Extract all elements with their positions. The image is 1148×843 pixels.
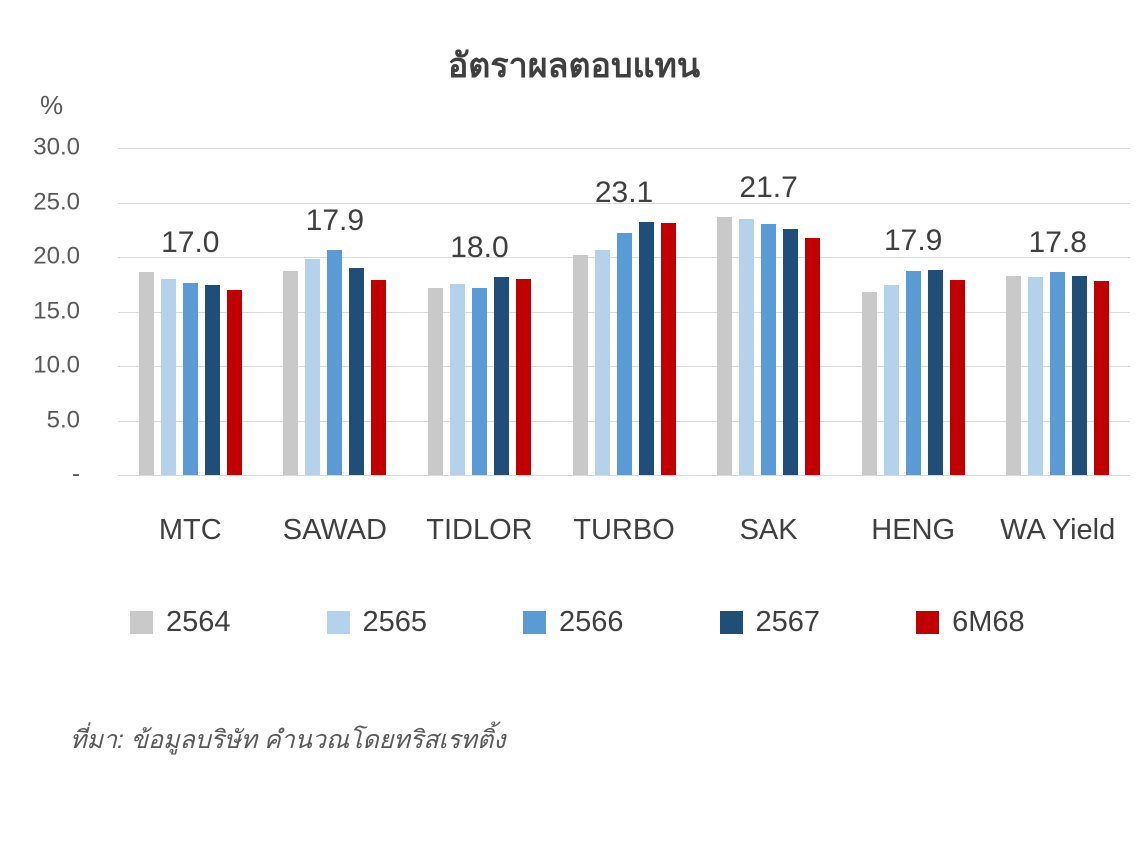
y-tick-label: 30.0 <box>33 133 80 161</box>
category-slot-turbo: 23.1 <box>552 148 697 475</box>
x-category-label-sawad: SAWAD <box>282 514 387 546</box>
data-label-sak: 21.7 <box>739 170 798 204</box>
bar-group-turbo: 23.1 <box>572 148 676 475</box>
legend-item-2565: 2565 <box>326 606 428 639</box>
bar-2565-turbo <box>594 250 610 475</box>
bar-2567-mtc <box>204 285 220 475</box>
bar-2565-mtc <box>160 278 176 475</box>
bar-2564-sak <box>717 216 733 475</box>
legend: 2564 2565 2566 2567 6M68 <box>130 606 1025 639</box>
bar-2566-sak <box>761 224 777 475</box>
x-axis: MTC SAWAD TIDLOR TURBO SAK HENG WA Yield <box>118 514 1130 547</box>
data-label-tidlor: 18.0 <box>450 230 509 264</box>
legend-swatch-2565 <box>326 611 350 634</box>
category-slot-mtc: 17.0 <box>118 148 263 475</box>
bar-6m68-wa-yield <box>1094 280 1110 475</box>
x-category-label-mtc: MTC <box>158 514 222 546</box>
bar-2567-tidlor <box>493 276 509 475</box>
bar-2565-sawad <box>305 259 321 475</box>
plot-area: 17.0 17.9 18.0 23.1 21.7 17.9 17.8 <box>118 148 1130 476</box>
gridline <box>118 202 1130 204</box>
legend-item-2566: 2566 <box>523 606 624 639</box>
x-category-label-wa-yield: WA Yield <box>1000 514 1116 546</box>
legend-label-2564: 2564 <box>166 606 231 638</box>
x-category-label-heng: HENG <box>871 514 956 546</box>
legend-item-2564: 2564 <box>130 606 231 639</box>
bar-6m68-turbo <box>660 223 676 475</box>
x-category-label-turbo: TURBO <box>573 514 675 546</box>
bar-6m68-heng <box>949 279 965 475</box>
category-slot-sak: 21.7 <box>696 148 841 475</box>
y-axis: 30.0 25.0 20.0 15.0 10.0 5.0 - <box>0 133 80 487</box>
bar-2567-sawad <box>349 267 365 475</box>
x-category-label-sak: SAK <box>739 514 798 546</box>
category-slot-heng: 17.9 <box>841 148 986 475</box>
bar-2566-wa-yield <box>1050 272 1066 475</box>
x-category-label-tidlor: TIDLOR <box>426 514 533 546</box>
legend-swatch-6m68 <box>916 611 940 634</box>
bar-2565-sak <box>739 218 755 475</box>
data-label-mtc: 17.0 <box>161 226 220 260</box>
bar-2564-wa-yield <box>1006 275 1022 475</box>
bar-2566-heng <box>905 271 921 475</box>
legend-item-2567: 2567 <box>719 606 821 639</box>
bar-6m68-sawad <box>371 279 387 475</box>
bar-6m68-tidlor <box>515 278 531 475</box>
bar-2564-sawad <box>283 271 299 475</box>
category-slot-sawad: 17.9 <box>263 148 408 475</box>
data-label-wa-yield: 17.8 <box>1028 226 1087 260</box>
bar-2564-tidlor <box>427 287 443 475</box>
legend-label-6m68: 6M68 <box>952 606 1025 638</box>
bar-2566-tidlor <box>471 287 487 475</box>
chart-title: อัตราผลตอบแทน <box>447 47 701 85</box>
gridline <box>118 475 1130 476</box>
legend-swatch-2564 <box>130 611 153 634</box>
bar-6m68-sak <box>805 238 821 475</box>
bar-group-heng: 17.9 <box>861 148 965 475</box>
bar-2567-wa-yield <box>1072 275 1088 475</box>
bar-2567-turbo <box>638 222 654 475</box>
source-note: ที่มา: ข้อมูลบริษัท คำนวณโดยทริสเรทติ้ง <box>70 726 506 754</box>
bar-groups: 17.0 17.9 18.0 23.1 21.7 17.9 17.8 <box>118 148 1130 475</box>
data-label-heng: 17.9 <box>883 224 943 258</box>
bar-group-wa-yield: 17.8 <box>1006 148 1110 475</box>
bar-2564-mtc <box>138 272 154 475</box>
bar-group-sawad: 17.9 <box>283 148 387 475</box>
bar-2565-heng <box>883 285 899 475</box>
bar-6m68-mtc <box>226 289 242 475</box>
bar-group-sak: 21.7 <box>717 148 821 475</box>
bar-2566-mtc <box>182 283 198 475</box>
bar-2566-turbo <box>616 233 632 475</box>
y-tick-label: 15.0 <box>33 296 80 324</box>
bar-group-tidlor: 18.0 <box>427 148 531 475</box>
bar-2564-heng <box>861 291 877 475</box>
bar-2564-turbo <box>572 254 588 475</box>
data-label-turbo: 23.1 <box>594 176 654 210</box>
legend-label-2567: 2567 <box>755 606 821 638</box>
y-tick-label: 25.0 <box>33 187 80 215</box>
category-slot-tidlor: 18.0 <box>407 148 552 475</box>
legend-item-6m68: 6M68 <box>916 606 1025 639</box>
bar-group-mtc: 17.0 <box>138 148 242 475</box>
y-tick-label: 10.0 <box>33 351 80 379</box>
data-label-sawad: 17.9 <box>305 204 365 238</box>
legend-swatch-2566 <box>523 611 547 634</box>
category-slot-wa-yield: 17.8 <box>985 148 1130 475</box>
y-tick-label: 20.0 <box>33 242 80 270</box>
gridline <box>118 148 1130 149</box>
legend-label-2565: 2565 <box>362 606 428 638</box>
bar-2567-heng <box>927 270 943 475</box>
bar-2565-tidlor <box>449 284 465 475</box>
bar-2566-sawad <box>327 250 343 475</box>
legend-label-2566: 2566 <box>559 606 624 638</box>
bar-2567-sak <box>783 228 799 475</box>
y-axis-unit-label: % <box>40 90 64 120</box>
y-tick-label: 5.0 <box>46 405 80 433</box>
y-tick-label: - <box>72 460 80 488</box>
bar-2565-wa-yield <box>1028 276 1044 475</box>
legend-swatch-2567 <box>719 611 743 634</box>
